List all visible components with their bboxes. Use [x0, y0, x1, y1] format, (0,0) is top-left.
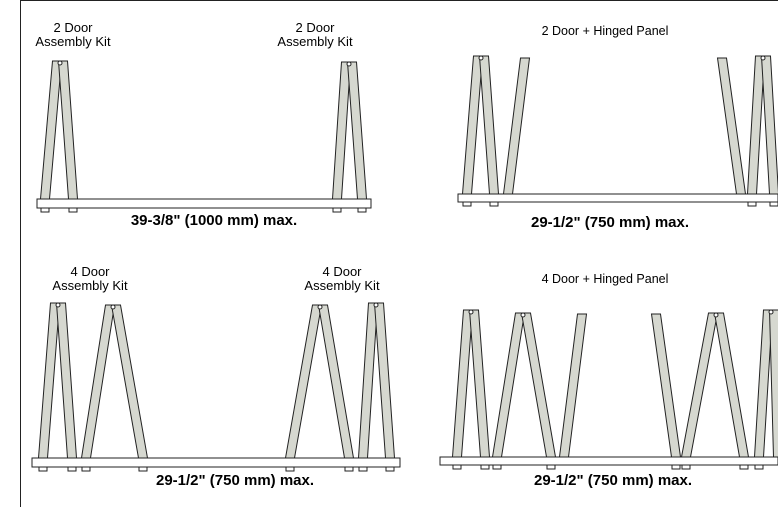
- two-door-right-kit-label: 2 Door Assembly Kit: [255, 21, 375, 49]
- guide-foot: [67, 466, 77, 472]
- hinge-pin: [713, 312, 719, 318]
- guide-foot: [489, 201, 499, 207]
- door-panel: [746, 55, 766, 195]
- door-panel: [80, 304, 116, 459]
- door-panel: [451, 309, 474, 458]
- guide-foot: [357, 207, 367, 213]
- guide-foot: [739, 464, 749, 470]
- guide-foot: [754, 464, 764, 470]
- four-door-dimension: 29-1/2" (750 mm) max.: [155, 472, 315, 489]
- door-panel: [713, 312, 750, 458]
- door-panel: [716, 57, 747, 195]
- guide-foot: [358, 466, 368, 472]
- hinge-pin: [57, 60, 63, 66]
- hinge-pin: [317, 304, 323, 310]
- label-line: 2 Door: [295, 20, 335, 35]
- door-panel: [346, 61, 368, 200]
- four-door-hinged-dimension: 29-1/2" (750 mm) max.: [533, 472, 693, 489]
- door-panel: [37, 302, 61, 459]
- guide-foot: [769, 201, 778, 207]
- door-panel: [55, 302, 78, 459]
- door-panel: [650, 313, 682, 458]
- hinge-pin: [760, 55, 766, 61]
- four-door-right-kit-label: 4 Door Assembly Kit: [282, 265, 402, 293]
- guide-foot: [462, 201, 472, 207]
- label-line: Assembly Kit: [35, 34, 111, 49]
- door-panel: [461, 55, 484, 195]
- label-line: 2 Door: [53, 20, 93, 35]
- two-door-left-kit-label: 2 Door Assembly Kit: [13, 21, 133, 49]
- label-line: Assembly Kit: [304, 278, 380, 293]
- hinge-pin: [520, 312, 526, 318]
- label-line: Assembly Kit: [277, 34, 353, 49]
- track-rail: [31, 457, 401, 468]
- hinge-pin: [346, 61, 352, 67]
- label-line: 4 Door: [322, 264, 362, 279]
- guide-foot: [546, 464, 556, 470]
- guide-foot: [747, 201, 757, 207]
- door-panel: [317, 304, 355, 459]
- door-panel: [39, 60, 63, 200]
- door-panel: [520, 312, 557, 458]
- door-panel: [491, 312, 526, 458]
- guide-foot: [332, 207, 342, 213]
- door-panel: [357, 302, 379, 459]
- guide-foot: [452, 464, 462, 470]
- track-rail: [36, 198, 372, 209]
- door-panel: [760, 55, 778, 195]
- two-door-dimension: 39-3/8" (1000 mm) max.: [130, 212, 298, 229]
- four-door-hinged-title: 4 Door + Hinged Panel: [541, 272, 669, 286]
- hinge-pin: [768, 309, 774, 315]
- guide-foot: [385, 466, 395, 472]
- guide-foot: [285, 466, 295, 472]
- door-panel: [110, 304, 149, 459]
- guide-foot: [671, 464, 681, 470]
- door-panel: [558, 313, 588, 458]
- two-door-hinged-dimension: 29-1/2" (750 mm) max.: [530, 214, 690, 231]
- track-rail: [457, 193, 778, 203]
- door-panel: [284, 304, 323, 459]
- door-panel: [373, 302, 396, 459]
- hinge-pin: [110, 304, 116, 310]
- door-panel: [502, 57, 531, 195]
- guide-foot: [492, 464, 502, 470]
- two-door-hinged-title: 2 Door + Hinged Panel: [541, 24, 669, 38]
- hinge-pin: [55, 302, 61, 308]
- label-line: Assembly Kit: [52, 278, 128, 293]
- door-panel: [468, 309, 491, 458]
- four-door-left-kit-label: 4 Door Assembly Kit: [30, 265, 150, 293]
- door-panel: [331, 61, 352, 200]
- door-panel: [478, 55, 500, 195]
- guide-foot: [68, 207, 78, 213]
- track-rail: [439, 456, 778, 466]
- guide-foot: [681, 464, 691, 470]
- hinge-pin: [478, 55, 484, 61]
- guide-foot: [38, 466, 48, 472]
- guide-foot: [344, 466, 354, 472]
- door-panel: [680, 312, 719, 458]
- label-line: 4 Door: [70, 264, 110, 279]
- hinge-pin: [373, 302, 379, 308]
- door-panel: [57, 60, 79, 200]
- guide-foot: [81, 466, 91, 472]
- guide-foot: [40, 207, 50, 213]
- guide-foot: [480, 464, 490, 470]
- hinge-pin: [468, 309, 474, 315]
- guide-foot: [138, 466, 148, 472]
- door-panel: [768, 309, 778, 458]
